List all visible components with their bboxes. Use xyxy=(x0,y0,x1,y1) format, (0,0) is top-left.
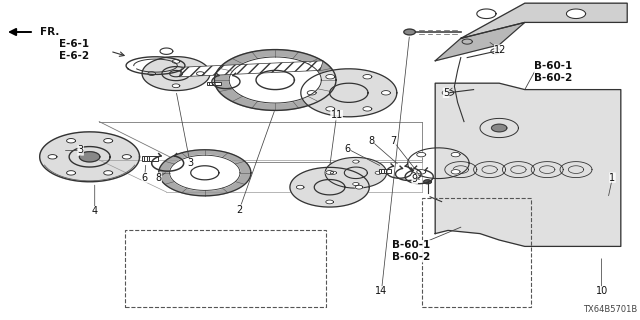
Polygon shape xyxy=(301,69,397,117)
Text: 8: 8 xyxy=(156,172,162,183)
Polygon shape xyxy=(170,155,240,190)
Polygon shape xyxy=(296,185,304,189)
Polygon shape xyxy=(179,61,323,77)
Bar xyxy=(384,169,390,173)
Polygon shape xyxy=(353,160,359,163)
Polygon shape xyxy=(435,22,525,61)
Text: 14: 14 xyxy=(375,286,388,296)
Polygon shape xyxy=(381,91,390,95)
Polygon shape xyxy=(451,152,460,157)
Polygon shape xyxy=(417,170,426,174)
Text: 9: 9 xyxy=(412,174,418,184)
Bar xyxy=(422,198,531,307)
Polygon shape xyxy=(67,139,76,143)
Polygon shape xyxy=(48,155,57,159)
Text: 4: 4 xyxy=(92,206,98,216)
Bar xyxy=(207,82,216,85)
Polygon shape xyxy=(353,182,359,186)
Text: 7: 7 xyxy=(390,136,396,146)
Polygon shape xyxy=(148,72,156,76)
Text: TX64B5701B: TX64B5701B xyxy=(582,305,637,314)
Text: 12: 12 xyxy=(494,44,507,55)
Text: 6: 6 xyxy=(141,172,148,183)
Polygon shape xyxy=(404,29,415,35)
Polygon shape xyxy=(214,50,336,110)
Polygon shape xyxy=(104,139,113,143)
Polygon shape xyxy=(566,9,586,19)
Polygon shape xyxy=(375,171,381,174)
Polygon shape xyxy=(40,132,140,182)
Bar xyxy=(150,156,157,161)
Bar xyxy=(379,169,385,173)
Polygon shape xyxy=(326,107,335,111)
Polygon shape xyxy=(290,167,369,207)
Bar xyxy=(125,230,326,307)
Text: 10: 10 xyxy=(595,286,608,296)
Polygon shape xyxy=(79,152,100,162)
Text: B-60-1
B-60-2: B-60-1 B-60-2 xyxy=(392,240,431,262)
Bar xyxy=(147,156,155,161)
Polygon shape xyxy=(355,185,363,189)
Bar xyxy=(212,82,221,85)
Text: 3: 3 xyxy=(77,145,84,156)
Bar xyxy=(142,156,150,161)
Text: 5: 5 xyxy=(443,88,449,98)
Polygon shape xyxy=(67,171,76,175)
Polygon shape xyxy=(122,155,131,159)
Text: 8: 8 xyxy=(368,136,374,146)
Polygon shape xyxy=(451,170,460,174)
Bar xyxy=(145,156,152,161)
Text: 11: 11 xyxy=(330,110,343,120)
Polygon shape xyxy=(142,57,210,91)
Polygon shape xyxy=(424,180,431,184)
Polygon shape xyxy=(325,157,387,188)
Text: 6: 6 xyxy=(344,144,351,154)
Polygon shape xyxy=(172,60,180,63)
Polygon shape xyxy=(477,9,496,19)
Polygon shape xyxy=(417,152,426,157)
Polygon shape xyxy=(363,107,372,111)
Polygon shape xyxy=(461,3,627,38)
Text: 3: 3 xyxy=(187,158,193,168)
Polygon shape xyxy=(159,150,251,196)
Polygon shape xyxy=(172,84,180,88)
Polygon shape xyxy=(363,75,372,79)
Polygon shape xyxy=(196,72,204,76)
Polygon shape xyxy=(307,91,316,95)
Bar xyxy=(381,169,388,173)
Polygon shape xyxy=(326,200,333,204)
Polygon shape xyxy=(229,57,321,103)
Polygon shape xyxy=(326,75,335,79)
Polygon shape xyxy=(435,83,621,246)
Text: 1: 1 xyxy=(609,172,616,183)
Text: FR.: FR. xyxy=(40,27,59,37)
Bar xyxy=(209,82,218,85)
Text: B-60-1
B-60-2: B-60-1 B-60-2 xyxy=(534,61,573,83)
Text: 2: 2 xyxy=(236,204,243,215)
Polygon shape xyxy=(104,171,113,175)
Polygon shape xyxy=(326,171,333,174)
Text: E-6-1
E-6-2: E-6-1 E-6-2 xyxy=(59,39,89,60)
Polygon shape xyxy=(492,124,507,132)
Polygon shape xyxy=(330,171,337,174)
